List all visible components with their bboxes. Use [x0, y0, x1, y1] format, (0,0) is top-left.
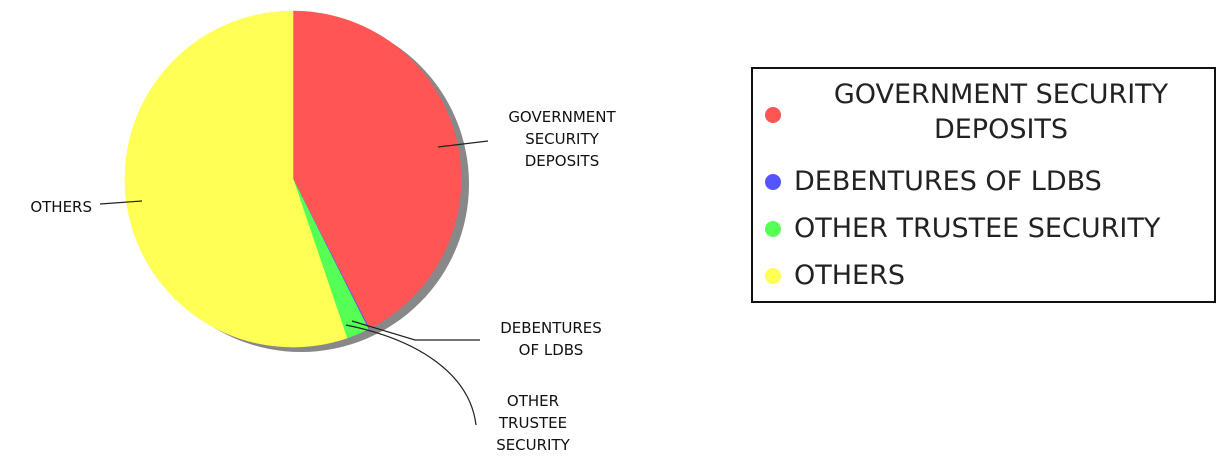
- leader-line-debentures-of-ldbs: [351, 320, 480, 341]
- slice-label-line: OTHERS: [30, 198, 92, 216]
- legend: GOVERNMENT SECURITY DEPOSITS DEBENTURES …: [751, 67, 1216, 303]
- leader-line-others: [99, 200, 143, 205]
- leader-line-government-security-deposits: [437, 140, 489, 148]
- pie-slice-others: [124, 10, 348, 348]
- legend-swatch-yellow: [765, 268, 781, 284]
- slice-label-line: GOVERNMENT: [508, 108, 616, 126]
- slice-labels: GOVERNMENT SECURITY DEPOSITS DEBENTURES OF L…: [30, 108, 616, 454]
- legend-swatch-red: [765, 107, 781, 123]
- legend-label-line: DEPOSITS: [933, 114, 1069, 145]
- pie-slices: [124, 10, 462, 348]
- slice-label-other-trustee-security: OTHER TRUSTEE SECURITY: [496, 392, 570, 454]
- legend-label: GOVERNMENT SECURITY DEPOSITS: [794, 77, 1208, 147]
- legend-item-debentures-of-ldbs: DEBENTURES OF LDBS: [765, 164, 1208, 199]
- slice-label-line: SECURITY: [525, 130, 599, 148]
- slice-label-line: TRUSTEE: [498, 414, 567, 432]
- legend-item-other-trustee-security: OTHER TRUSTEE SECURITY: [765, 211, 1208, 246]
- slice-label-line: DEBENTURES: [500, 319, 602, 337]
- legend-swatch-green: [765, 221, 781, 237]
- leader-line-other-trustee-security: [345, 324, 477, 426]
- legend-label-line: GOVERNMENT SECURITY: [833, 79, 1169, 110]
- legend-item-others: OTHERS: [765, 258, 1208, 293]
- slice-label-government-security-deposits: GOVERNMENT SECURITY DEPOSITS: [508, 108, 616, 170]
- slice-label-debentures-of-ldbs: DEBENTURES OF LDBS: [500, 319, 602, 359]
- slice-label-line: OTHER: [507, 392, 559, 410]
- legend-label: DEBENTURES OF LDBS: [794, 166, 1102, 197]
- leader-lines: [99, 140, 489, 426]
- legend-label: OTHERS: [794, 260, 906, 291]
- slice-label-line: OF LDBS: [519, 341, 584, 359]
- legend-item-government-security-deposits: GOVERNMENT SECURITY DEPOSITS: [765, 77, 1208, 147]
- slice-label-line: SECURITY: [496, 436, 570, 454]
- pie-slice-government-security-deposits: [292, 10, 462, 330]
- slice-label-others: OTHERS: [30, 198, 92, 216]
- legend-swatch-blue: [765, 174, 781, 190]
- slice-label-line: DEPOSITS: [525, 152, 600, 170]
- legend-label: OTHER TRUSTEE SECURITY: [794, 213, 1161, 244]
